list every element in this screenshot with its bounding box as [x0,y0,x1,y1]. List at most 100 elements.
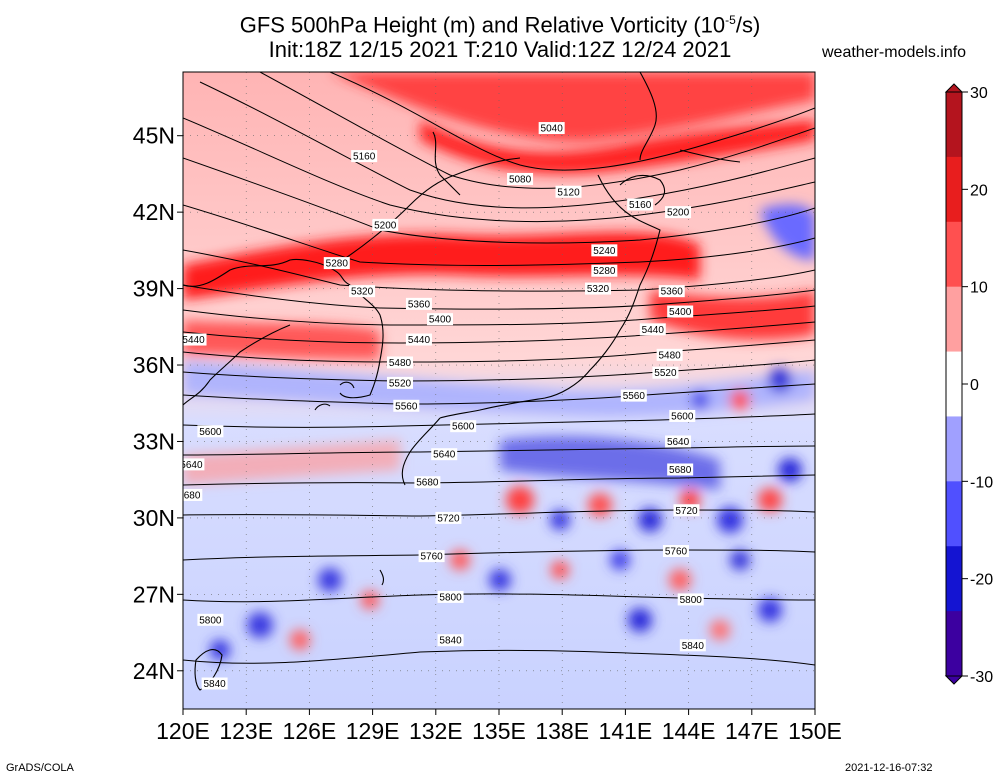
contour-label-bg [437,634,464,647]
contour-label-text: 5200 [667,208,690,219]
contour-label-bg [431,448,458,461]
contour-label: 5400 [667,305,694,318]
contour-label: 5080 [507,173,534,186]
contour-label-bg [414,476,441,489]
contour-label-bg [667,305,694,318]
contour-label: 5840 [437,634,464,647]
contour-label-bg [418,550,445,563]
contour-label-bg [183,458,205,471]
colorbar-cell [946,221,962,288]
colorbar-cell [946,416,962,482]
contour-label: 5360 [658,285,685,298]
contour-label-text: 5760 [420,552,443,563]
x-tick-label: 120E [156,718,210,744]
contour-label-bg [591,244,618,257]
contour-label: 5840 [679,639,706,652]
contour-label-text: 5760 [665,547,688,558]
contour-labels: 5040 5080 5120 5160 5160 5200 5200 5240 5280 5280… [183,122,706,690]
contour-label-text: 5800 [680,595,703,606]
colorbar-cell [946,611,962,677]
contour-label-bg [662,545,689,558]
y-tick-label: 42N [133,199,175,225]
contour-label-text: 5080 [509,175,532,186]
y-tick-label: 24N [133,658,175,684]
contour-label-bg [652,366,679,379]
colorbar-cell [946,286,962,353]
x-tick-label: 132E [409,718,463,744]
contour-label: 5800 [437,590,464,603]
colorbar-tick-label: 20 [970,182,988,199]
contour-label-bg [620,389,647,402]
x-tick-label: 135E [472,718,526,744]
contour-label: 5680 [414,476,441,489]
contour-label-bg [405,333,432,346]
contour-label-bg [386,376,413,389]
contour-label-text: 5400 [429,315,452,326]
colorbar-tick-label: -20 [970,572,993,589]
contour-label: 5600 [197,425,224,438]
y-tick-label: 36N [133,352,175,378]
x-tick-label: 147E [725,718,779,744]
contour-label-text: 5240 [593,246,616,257]
contour-label-bg [405,297,432,310]
colorbar-cell [946,546,962,612]
contour-label-text: 5640 [433,450,456,461]
contour-label-text: 5040 [541,124,564,135]
coastlines [183,72,741,691]
contour-label: 5440 [639,323,666,336]
contour-label-text: 5800 [199,615,222,626]
contour-label-text: 5600 [199,427,222,438]
contour-label-bg [197,613,224,626]
y-tick-label: 30N [133,505,175,531]
contour-label: 5840 [201,677,228,690]
contour-label: 5320 [585,282,612,295]
contour-label: 5640 [431,448,458,461]
x-tick-label: 129E [346,718,400,744]
contour-label: 5280 [323,257,350,270]
contour-label: 5160 [351,150,378,163]
contour-label-bg [435,511,462,524]
x-tick-label: 138E [535,718,589,744]
contour-label: 5800 [197,613,224,626]
contour-label-text: 5360 [408,299,431,310]
contour-label-text: 5440 [408,335,431,346]
contour-label-text: 5440 [642,325,665,336]
colorbar: 30 20 10 0 -10 -20 -30 [944,83,993,686]
contour-label: 5440 [405,333,432,346]
contour-label: 5720 [673,504,700,517]
contour-label: 5760 [662,545,689,558]
contour-label-bg [450,420,477,433]
contour-label-text: 5560 [623,391,646,402]
contour-label-bg [591,264,618,277]
contour-label: 5520 [386,376,413,389]
contour-label-bg [349,285,376,298]
contour-label-text: 5560 [395,401,418,412]
contour-label-text: 5280 [593,266,616,277]
colorbar-tick-label: 10 [970,280,988,297]
contour-label: 5200 [665,206,692,219]
contour-label-text: 5480 [389,358,412,369]
contour-label-bg [183,333,207,346]
contour-label-text: 5720 [437,513,460,524]
contour-label: 5800 [677,593,704,606]
contour-label-text: 5520 [389,378,412,389]
contour-label-text: 5840 [439,636,462,647]
x-tick-label: 150E [788,718,842,744]
y-tick-label: 27N [133,581,175,607]
contour-label-bg [669,409,696,422]
map-title-line2: Init:18Z 12/15 2021 T:210 Valid:12Z 12/2… [268,37,732,62]
contour-label-bg [656,348,683,361]
contour-label-text: 5480 [659,350,682,361]
x-tick-label: 126E [283,718,337,744]
contour-label-bg [673,504,700,517]
contour-label: 5480 [656,348,683,361]
contour-label: 5640 [665,435,692,448]
contour-label: 5480 [386,356,413,369]
height-contours [183,72,815,666]
contour-label-bg [667,463,694,476]
contour-label-text: 5800 [439,592,462,603]
contour-label-text: 5600 [452,422,475,433]
colorbar-cell [946,351,962,417]
contour-label-bg [201,677,228,690]
